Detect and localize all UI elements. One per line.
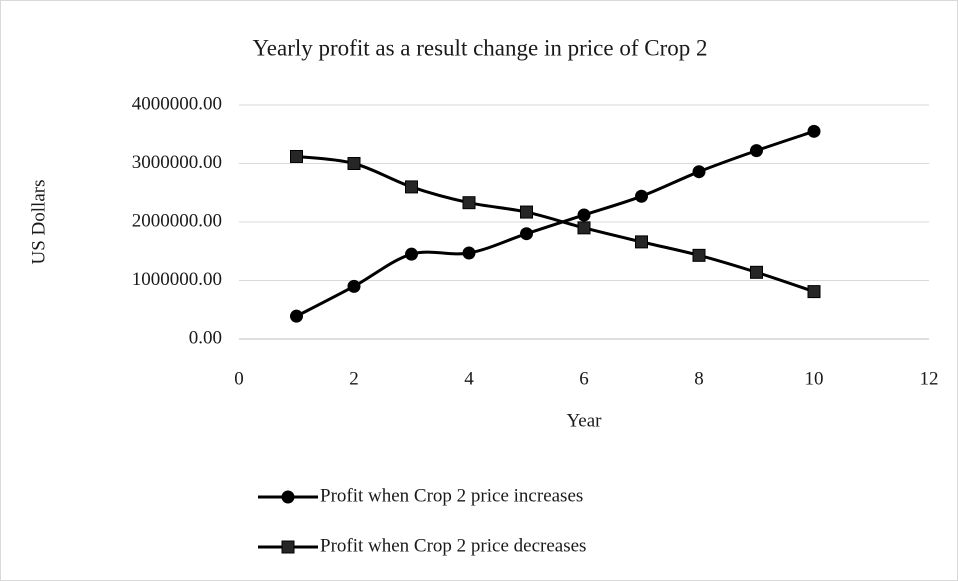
x-tick-label: 12 bbox=[920, 368, 939, 389]
x-tick-label: 8 bbox=[694, 368, 704, 389]
series-line bbox=[296, 154, 815, 294]
data-point bbox=[347, 279, 361, 293]
data-point bbox=[807, 285, 821, 299]
data-point bbox=[807, 124, 821, 138]
data-point bbox=[290, 149, 303, 163]
x-axis-label: Year bbox=[566, 410, 602, 431]
y-tick-label: 1000000.00 bbox=[132, 269, 222, 290]
data-point bbox=[577, 221, 591, 235]
data-point bbox=[405, 180, 418, 194]
data-point bbox=[347, 157, 361, 170]
data-point bbox=[405, 247, 418, 261]
data-point bbox=[750, 144, 763, 158]
legend-marker bbox=[281, 490, 295, 504]
x-tick-label: 2 bbox=[349, 368, 359, 389]
data-point bbox=[462, 196, 476, 210]
chart-title: Yearly profit as a result change in pric… bbox=[253, 35, 708, 60]
data-point bbox=[520, 205, 533, 219]
y-tick-label: 3000000.00 bbox=[132, 152, 222, 173]
x-tick-label: 4 bbox=[464, 368, 474, 389]
data-point bbox=[635, 189, 648, 203]
legend-marker bbox=[281, 540, 295, 554]
series-line bbox=[295, 129, 815, 318]
legend-label: Profit when Crop 2 price decreases bbox=[320, 535, 586, 556]
data-point bbox=[520, 227, 533, 241]
x-tick-label: 6 bbox=[579, 368, 589, 389]
y-axis-label: US Dollars bbox=[28, 180, 49, 265]
x-tick-label: 10 bbox=[805, 368, 824, 389]
data-point bbox=[692, 165, 706, 179]
y-tick-label: 0.00 bbox=[189, 327, 222, 348]
legend-label: Profit when Crop 2 price increases bbox=[320, 485, 583, 506]
data-point bbox=[750, 265, 763, 279]
data-point bbox=[692, 248, 706, 262]
data-point bbox=[290, 309, 303, 323]
y-tick-label: 4000000.00 bbox=[132, 93, 222, 114]
data-point bbox=[635, 235, 648, 249]
data-point bbox=[462, 246, 476, 260]
y-tick-label: 2000000.00 bbox=[132, 210, 222, 231]
x-tick-label: 0 bbox=[234, 368, 244, 389]
data-point bbox=[577, 208, 591, 222]
